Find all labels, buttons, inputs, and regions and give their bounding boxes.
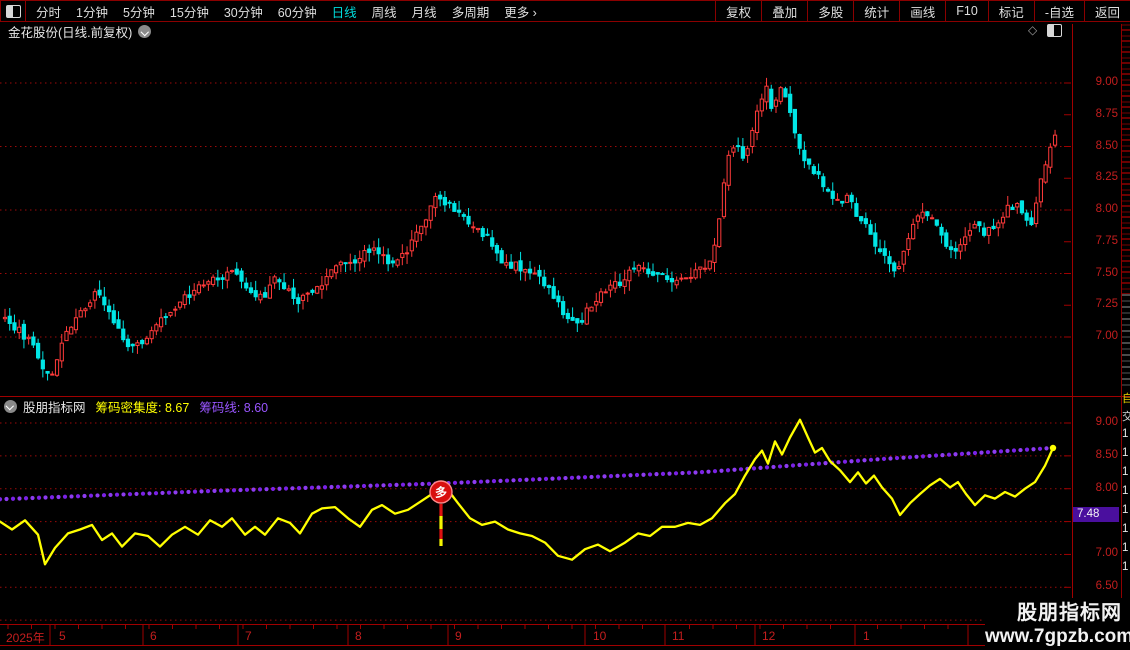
watermark-site-url: www.7gpzb.com [985,626,1130,647]
indicator-panel-header: 股朋指标网 筹码密集度: 8.67 筹码线: 8.60 [0,398,269,415]
tool-item-5[interactable]: 画线 [899,1,945,21]
title-chevron-down-icon[interactable] [138,25,152,38]
month-tick-label: 5 [59,629,66,643]
main-price-tick-label: 7.25 [1095,298,1118,311]
period-item-10[interactable]: 多周期 [451,5,490,20]
clipped-digit: 1 [1122,542,1129,554]
clipped-vertical-text [1122,24,1130,294]
current-value-tag: 7.48 [1073,507,1119,522]
tool-item-4[interactable]: 统计 [853,1,899,21]
month-tick-label: 12 [762,629,776,643]
watermark-site-name: 股朋指标网 [1017,602,1122,624]
period-item-5[interactable]: 30分钟 [223,5,263,20]
period-item-2[interactable]: 1分钟 [76,5,108,20]
clipped-tab-char: 交 [1122,411,1130,423]
month-tick-label: 8 [355,629,362,643]
indicator-price-tick-label: 9.00 [1095,416,1118,428]
period-item-3[interactable]: 5分钟 [122,5,155,20]
period-item-8[interactable]: 周线 [371,5,397,20]
clipped-digit: 1 [1122,504,1129,516]
panel-chevron-down-icon[interactable] [4,399,17,413]
indicator-price-tick-label: 8.50 [1095,448,1118,461]
main-price-tick-label: 7.00 [1095,330,1118,342]
clipped-digit: 1 [1122,561,1129,573]
indicator-price-tick-label: 7.00 [1095,547,1118,560]
page-title: 金花股份(日线.前复权) [8,26,133,40]
panel-toggle-icon [5,4,21,18]
year-label: 2025年 [6,631,45,645]
panel-toggle-button[interactable] [0,1,26,21]
clipped-quote-digits: 1 1 1 1 1 1 1 1 [1122,425,1130,577]
period-item-1[interactable]: 分时 [36,5,62,20]
period-item-11[interactable]: 更多 › [504,5,537,20]
tool-item-3[interactable]: 多股 [807,1,853,21]
clipped-tab-char: 自 [1122,393,1130,405]
month-tick-label: 7 [245,629,252,643]
split-view-icon[interactable] [1047,23,1063,37]
tool-item-8[interactable]: -自选 [1033,1,1084,21]
main-price-tick-label: 8.50 [1095,139,1118,152]
watermark: 股朋指标网 www.7gpzb.com [985,598,1130,650]
clipped-digit: 1 [1122,485,1129,497]
clipped-digit: 1 [1122,466,1129,478]
main-price-tick-label: 9.00 [1095,76,1118,88]
tool-item-7[interactable]: 标记 [987,1,1034,21]
indicator-value-chip-density: 筹码密集度: 8.67 [95,400,190,415]
clipped-digit: 1 [1122,523,1129,535]
indicator-price-tick-label: 6.50 [1095,580,1118,593]
period-item-7[interactable]: 日线 [331,5,357,20]
clipped-right-sidebar[interactable]: 自 交 1 1 1 1 1 1 1 1 [1122,24,1130,598]
main-price-tick-label: 8.75 [1095,107,1118,120]
main-price-tick-label: 8.00 [1095,203,1118,215]
month-tick-label: 1 [863,629,870,643]
clipped-digit: 1 [1122,447,1129,459]
period-item-9[interactable]: 月线 [411,5,437,20]
chart-title-row: 金花股份(日线.前复权) [0,23,152,40]
main-price-tick-label: 7.50 [1095,266,1118,279]
title-right-icons: ◇ [1028,23,1063,37]
month-tick-label: 6 [150,629,157,643]
month-tick-label: 10 [593,629,607,643]
month-tick-label: 9 [455,629,462,643]
clipped-digit: 1 [1122,428,1129,440]
main-price-tick-label: 7.75 [1095,234,1118,247]
period-item-4[interactable]: 15分钟 [169,5,209,20]
tool-item-2[interactable]: 叠加 [761,1,807,21]
period-menu: 分时 1分钟 5分钟 15分钟 30分钟 60分钟 日线 周线 月线 多周期 更多 › [26,2,537,21]
tool-item-6[interactable]: F10 [945,1,988,21]
indicator-value-chip-line: 筹码线: 8.60 [199,400,269,415]
indicator-price-tick-label: 8.00 [1095,481,1118,494]
main-price-tick-label: 8.25 [1095,171,1118,184]
clipped-vertical-text [1122,294,1130,389]
indicator-source-label: 股朋指标网 [23,400,86,415]
period-toolbar: 分时 1分钟 5分钟 15分钟 30分钟 60分钟 日线 周线 月线 多周期 更多 › 复权 叠加 多股… [0,0,1130,22]
diamond-icon[interactable]: ◇ [1028,23,1038,37]
tool-item-9[interactable]: 返回 [1083,1,1130,21]
month-tick-label: 11 [672,629,685,643]
tool-item-1[interactable]: 复权 [715,1,761,21]
tools-menu: 复权 叠加 多股 统计 画线 F10 标记 -自选 返回 [715,1,1130,21]
svg-text:多: 多 [435,485,447,500]
period-item-6[interactable]: 60分钟 [277,5,317,20]
